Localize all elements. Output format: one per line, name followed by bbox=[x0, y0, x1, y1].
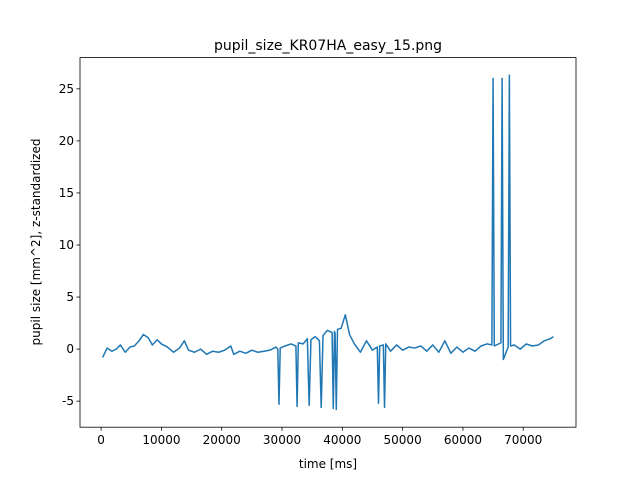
x-tick-label: 60000 bbox=[444, 433, 482, 447]
x-tick-label: 50000 bbox=[384, 433, 422, 447]
y-tick-label: -5 bbox=[62, 394, 74, 408]
x-axis-label: time [ms] bbox=[299, 457, 357, 471]
y-axis-label: pupil size [mm^2], z-standardized bbox=[29, 139, 43, 346]
y-tick-label: 25 bbox=[59, 82, 74, 96]
y-tick-label: 15 bbox=[59, 186, 74, 200]
plot-frame bbox=[79, 57, 577, 428]
x-tick-label: 40000 bbox=[323, 433, 361, 447]
chart-title: pupil_size_KR07HA_easy_15.png bbox=[214, 38, 442, 54]
x-tick-label: 20000 bbox=[203, 433, 241, 447]
y-tick-label: 10 bbox=[59, 238, 74, 252]
x-tick-label: 0 bbox=[97, 433, 105, 447]
x-tick-label: 30000 bbox=[263, 433, 301, 447]
x-tick-label: 10000 bbox=[142, 433, 180, 447]
y-tick-label: 0 bbox=[66, 342, 74, 356]
y-tick-label: 5 bbox=[66, 290, 74, 304]
y-tick-label: 20 bbox=[59, 134, 74, 148]
data-line bbox=[101, 74, 554, 411]
x-tick-label: 70000 bbox=[504, 433, 542, 447]
